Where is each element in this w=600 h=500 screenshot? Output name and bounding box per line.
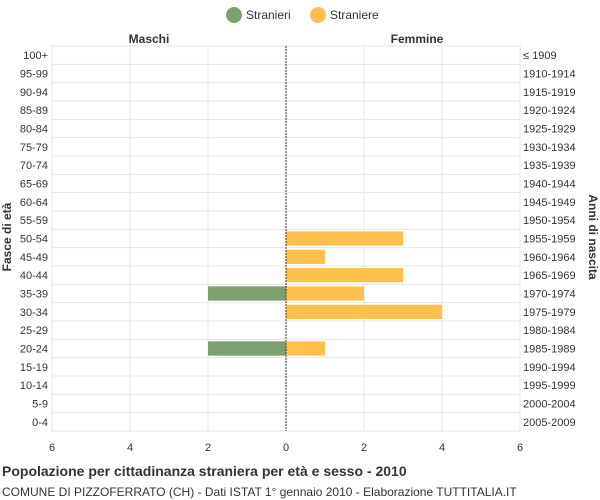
birth-year-label: 1915-1919	[523, 87, 576, 99]
bar-straniere-20-24	[286, 341, 325, 356]
age-group-label: 90-94	[20, 87, 48, 99]
bar-straniere-40-44	[286, 268, 403, 283]
left-header: Maschi	[129, 32, 170, 46]
age-group-label: 0-4	[32, 417, 48, 429]
age-group-label: 60-64	[20, 197, 48, 209]
x-tick-label: 6	[517, 442, 523, 454]
age-group-label: 95-99	[20, 69, 48, 81]
birth-year-labels: ≤ 1909 1910-1914 1915-1919 1920-1924 1925-19…	[523, 50, 576, 429]
birth-year-label: 1930-1934	[523, 142, 576, 154]
legend-label-straniere: Straniere	[330, 8, 379, 22]
bar-straniere-35-39	[286, 286, 364, 301]
legend: Stranieri Straniere	[226, 7, 379, 23]
age-group-label: 65-69	[20, 179, 48, 191]
age-group-label: 20-24	[20, 344, 48, 356]
bar-stranieri-20-24	[208, 341, 286, 356]
age-group-label: 50-54	[20, 234, 48, 246]
age-group-label: 85-89	[20, 105, 48, 117]
birth-year-label: 1975-1979	[523, 307, 576, 319]
chart-title: Popolazione per cittadinanza straniera p…	[2, 463, 407, 479]
birth-year-label: 1940-1944	[523, 179, 576, 191]
age-group-label: 70-74	[20, 160, 48, 172]
population-pyramid-chart: Stranieri Straniere Maschi Femmine Fasce …	[0, 7, 600, 454]
age-group-label: 55-59	[20, 215, 48, 227]
bars	[208, 231, 442, 356]
birth-year-label: 1955-1959	[523, 234, 576, 246]
bar-straniere-50-54	[286, 231, 403, 246]
age-group-label: 35-39	[20, 289, 48, 301]
birth-year-label: 1910-1914	[523, 69, 576, 81]
birth-year-label: 1995-1999	[523, 380, 576, 392]
x-tick-label: 2	[205, 442, 211, 454]
birth-year-label: 1990-1994	[523, 362, 576, 374]
x-tick-labels: 6 4 2 0 2 4 6	[49, 442, 523, 454]
birth-year-label: 1960-1964	[523, 252, 576, 264]
birth-year-label: ≤ 1909	[523, 50, 557, 62]
x-tick-label: 4	[439, 442, 445, 454]
x-tick-label: 6	[49, 442, 55, 454]
birth-year-label: 1970-1974	[523, 289, 576, 301]
age-group-label: 25-29	[20, 325, 48, 337]
age-group-label: 100+	[23, 50, 48, 62]
legend-label-stranieri: Stranieri	[246, 8, 291, 22]
age-group-label: 45-49	[20, 252, 48, 264]
age-group-label: 40-44	[20, 270, 48, 282]
birth-year-label: 1980-1984	[523, 325, 576, 337]
y-axis-right-label: Anni di nascita	[586, 194, 600, 280]
birth-year-label: 2000-2004	[523, 399, 576, 411]
legend-swatch-stranieri	[226, 7, 242, 23]
legend-swatch-straniere	[310, 7, 326, 23]
birth-year-label: 1935-1939	[523, 160, 576, 172]
age-group-label: 15-19	[20, 362, 48, 374]
age-group-label: 30-34	[20, 307, 48, 319]
birth-year-label: 1920-1924	[523, 105, 576, 117]
birth-year-label: 1925-1929	[523, 124, 576, 136]
birth-year-label: 1950-1954	[523, 215, 576, 227]
chart-subtitle: COMUNE DI PIZZOFERRATO (CH) - Dati ISTAT…	[2, 485, 517, 499]
bar-straniere-30-34	[286, 304, 442, 319]
age-group-label: 75-79	[20, 142, 48, 154]
bar-straniere-45-49	[286, 249, 325, 264]
x-tick-label: 4	[127, 442, 133, 454]
x-tick-label: 0	[283, 442, 289, 454]
y-axis-left-label: Fasce di età	[0, 202, 14, 271]
x-tick-label: 2	[361, 442, 367, 454]
age-group-label: 80-84	[20, 124, 48, 136]
birth-year-label: 1945-1949	[523, 197, 576, 209]
age-group-labels: 100+ 95-99 90-94 85-89 80-84 75-79 70-74 65-69 6…	[20, 50, 48, 429]
age-group-label: 5-9	[32, 399, 48, 411]
age-group-label: 10-14	[20, 380, 48, 392]
birth-year-label: 1965-1969	[523, 270, 576, 282]
birth-year-label: 2005-2009	[523, 417, 576, 429]
bar-stranieri-35-39	[208, 286, 286, 301]
right-header: Femmine	[391, 32, 444, 46]
birth-year-label: 1985-1989	[523, 344, 576, 356]
